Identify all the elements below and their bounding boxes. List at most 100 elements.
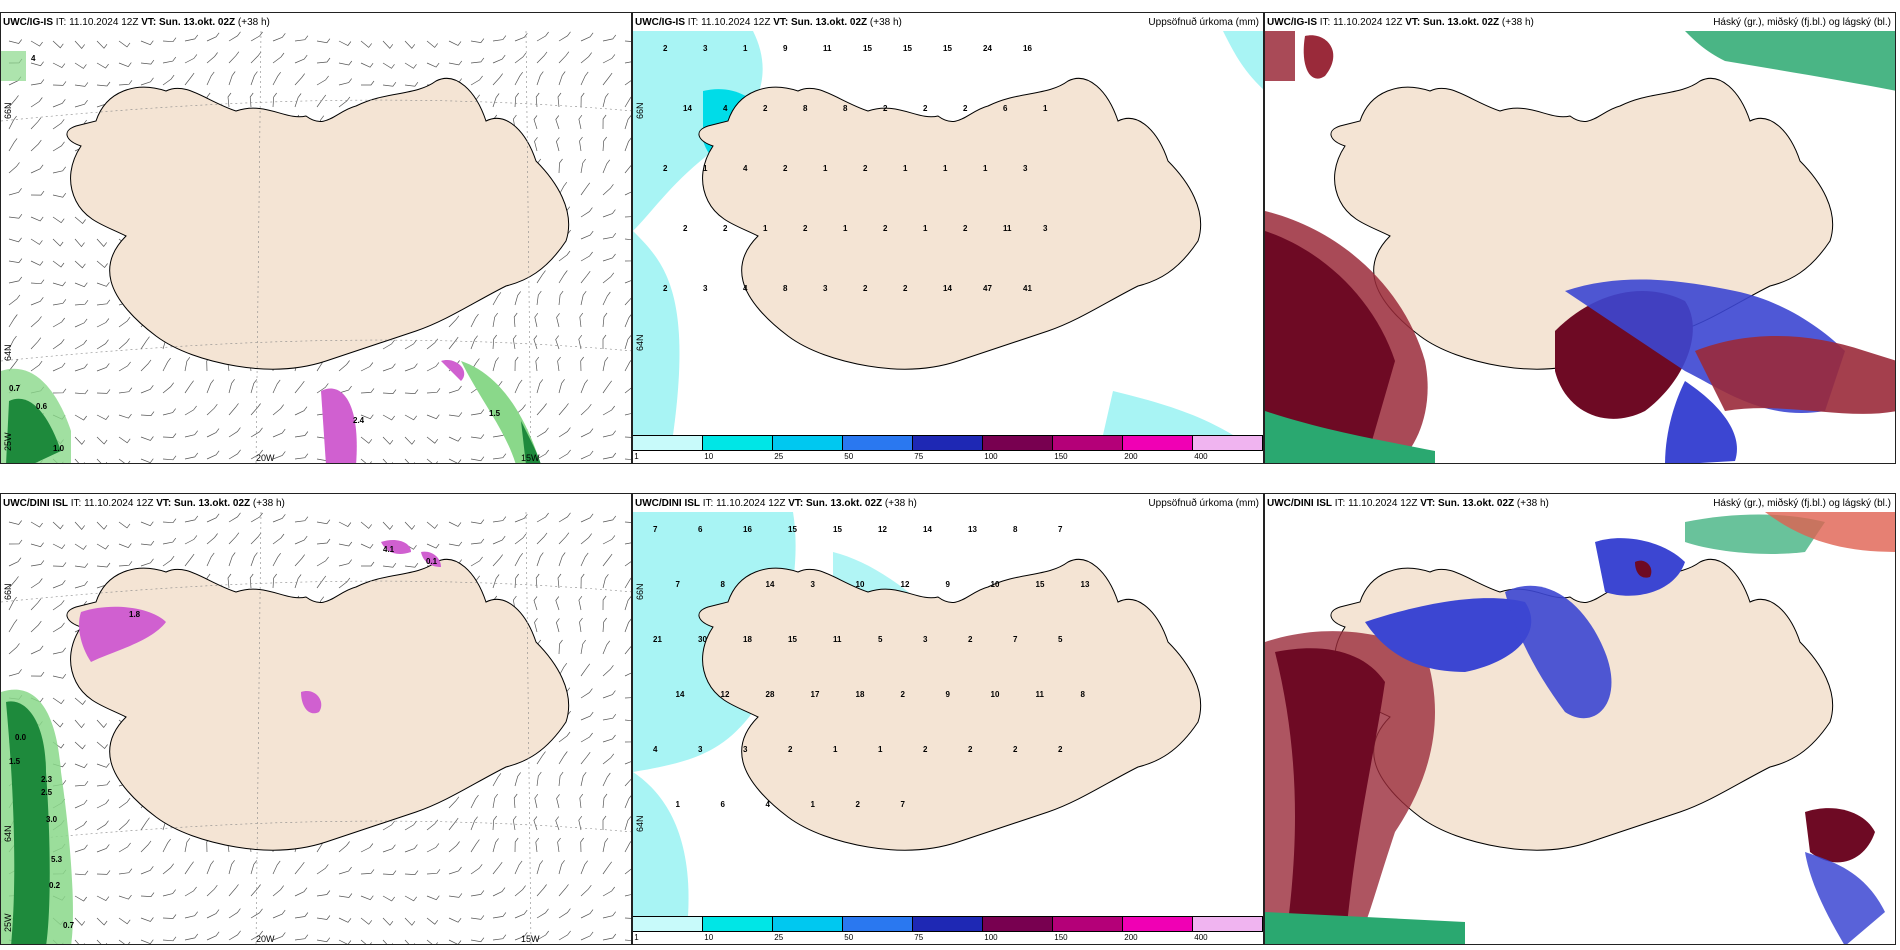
panel-header: UWC/DINI ISL IT: 11.10.2024 12Z VT: Sun.… — [3, 498, 285, 509]
precip-value: 9 — [946, 690, 951, 699]
legend-tick: 150 — [1054, 452, 1068, 461]
precip-value: 15 — [863, 44, 872, 53]
precip-value: 3 — [743, 745, 748, 754]
legend-swatch — [913, 436, 983, 450]
precip-value: 8 — [803, 104, 808, 113]
precip-value: 1 — [811, 800, 816, 809]
svg-text:66N: 66N — [3, 102, 13, 119]
precip-value: 2 — [788, 745, 793, 754]
precip-value: 4 — [723, 104, 728, 113]
legend-tick: 50 — [844, 452, 854, 461]
svg-text:0.2: 0.2 — [49, 881, 61, 890]
precip-value: 2 — [883, 104, 888, 113]
precip-value: 11 — [833, 635, 842, 644]
legend-swatch — [703, 917, 773, 931]
svg-text:2.3: 2.3 — [41, 775, 53, 784]
svg-text:5.3: 5.3 — [51, 855, 63, 864]
svg-text:25W: 25W — [3, 432, 13, 451]
legend-swatch — [983, 436, 1053, 450]
precip-value: 2 — [901, 690, 906, 699]
iceland-landmass — [698, 77, 1202, 370]
precip-value: 3 — [703, 44, 708, 53]
legend-tick: 75 — [914, 933, 924, 942]
legend-tick: 75 — [914, 452, 924, 461]
panel-wind-dini: UWC/DINI ISL IT: 11.10.2024 12Z VT: Sun.… — [0, 493, 632, 945]
precip-value: 2 — [923, 745, 928, 754]
legend-tick: 10 — [704, 933, 714, 942]
map-clouds-bottom — [1265, 512, 1895, 944]
panel-header: UWC/DINI ISL IT: 11.10.2024 12Z VT: Sun.… — [1267, 498, 1549, 509]
svg-text:1.0: 1.0 — [53, 444, 65, 453]
precip-value: 6 — [1003, 104, 1008, 113]
legend-swatch — [633, 436, 703, 450]
precip-value: 1 — [743, 44, 748, 53]
precip-value: 2 — [923, 104, 928, 113]
precip-value: 2 — [963, 224, 968, 233]
precip-value: 1 — [903, 164, 908, 173]
precip-legend: 1 10 25 50 75 100 150 200 400 — [633, 916, 1263, 944]
map-wind-bottom: 0.0 1.5 2.3 2.5 3.0 5.3 0.2 0.7 4.1 0.1 … — [1, 512, 631, 944]
svg-text:0.7: 0.7 — [63, 921, 75, 930]
precip-value: 12 — [878, 525, 887, 534]
precip-value: 2 — [863, 164, 868, 173]
precip-value: 28 — [766, 690, 775, 699]
precip-value: 3 — [811, 580, 816, 589]
legend-swatch — [703, 436, 773, 450]
svg-text:20W: 20W — [256, 934, 275, 944]
precip-value: 2 — [968, 635, 973, 644]
precip-value: 2 — [663, 44, 668, 53]
precip-value: 7 — [901, 800, 906, 809]
precip-value: 8 — [843, 104, 848, 113]
svg-text:1.5: 1.5 — [489, 409, 501, 418]
svg-text:0.6: 0.6 — [36, 402, 48, 411]
panel-header: UWC/IG-IS IT: 11.10.2024 12Z VT: Sun. 13… — [1267, 17, 1534, 28]
precip-value: 3 — [923, 635, 928, 644]
precip-value: 17 — [811, 690, 820, 699]
precip-value: 1 — [763, 224, 768, 233]
svg-text:66N: 66N — [635, 583, 645, 600]
legend-tick: 200 — [1124, 452, 1138, 461]
precip-value: 15 — [1036, 580, 1045, 589]
precip-value: 16 — [1023, 44, 1032, 53]
svg-text:4: 4 — [31, 54, 36, 63]
map-clouds-top — [1265, 31, 1895, 463]
precip-value: 16 — [743, 525, 752, 534]
iceland-landmass — [698, 558, 1202, 851]
svg-text:66N: 66N — [635, 102, 645, 119]
precip-value: 18 — [743, 635, 752, 644]
legend-swatch — [983, 917, 1053, 931]
panel-wind-igis: UWC/IG-IS IT: 11.10.2024 12Z VT: Sun. 13… — [0, 12, 632, 464]
svg-text:2.4: 2.4 — [353, 416, 365, 425]
precip-value: 47 — [983, 284, 992, 293]
precip-value: 2 — [803, 224, 808, 233]
precip-value: 15 — [903, 44, 912, 53]
precip-value: 7 — [676, 580, 681, 589]
precip-value: 1 — [943, 164, 948, 173]
precip-value: 2 — [963, 104, 968, 113]
precip-value: 15 — [788, 635, 797, 644]
svg-text:66N: 66N — [3, 583, 13, 600]
precip-value: 13 — [968, 525, 977, 534]
precip-value: 1 — [843, 224, 848, 233]
svg-text:64N: 64N — [635, 334, 645, 351]
precip-value: 15 — [833, 525, 842, 534]
svg-text:25W: 25W — [3, 913, 13, 932]
map-wind-top: 4 0.6 1.0 0.7 2.4 1.5 66N 64N 25W 20W 15… — [1, 31, 631, 463]
precip-value: 1 — [833, 745, 838, 754]
precip-value: 3 — [698, 745, 703, 754]
precip-value: 14 — [943, 284, 952, 293]
panel-header: UWC/IG-IS IT: 11.10.2024 12Z VT: Sun. 13… — [3, 17, 270, 28]
precip-value: 2 — [763, 104, 768, 113]
legend-swatch — [843, 436, 913, 450]
precip-value: 10 — [991, 580, 1000, 589]
legend-swatch — [1123, 917, 1193, 931]
panel-precip-igis: UWC/IG-IS IT: 11.10.2024 12Z VT: Sun. 13… — [632, 12, 1264, 464]
panel-title: Uppsöfnuð úrkoma (mm) — [1148, 498, 1259, 509]
precip-value: 2 — [883, 224, 888, 233]
legend-swatch — [773, 436, 843, 450]
precip-value: 1 — [878, 745, 883, 754]
precip-value: 2 — [903, 284, 908, 293]
precip-value: 6 — [721, 800, 726, 809]
precip-value: 2 — [1013, 745, 1018, 754]
